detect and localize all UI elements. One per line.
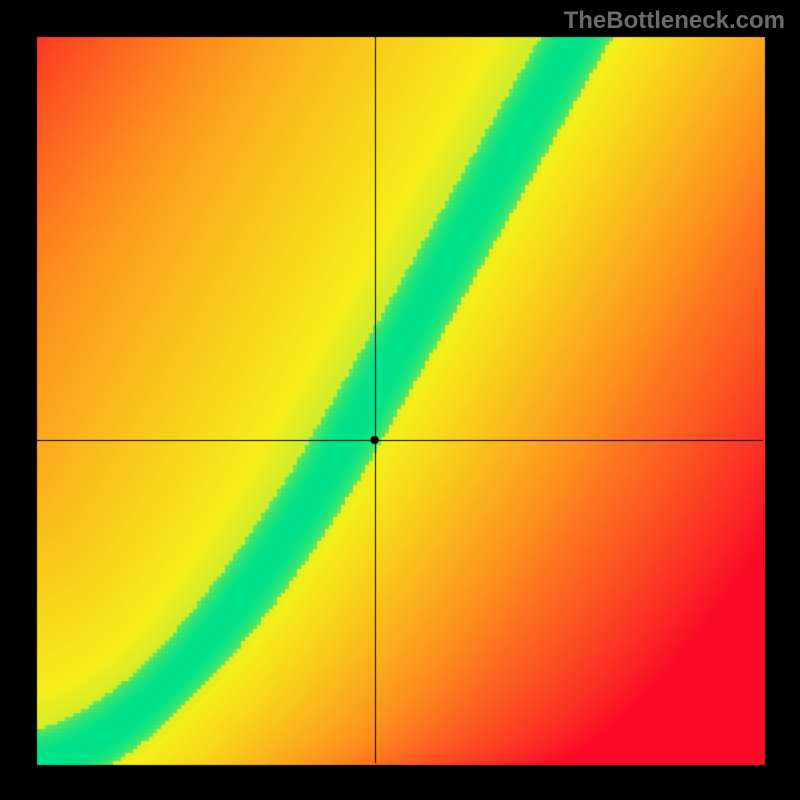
chart-container: TheBottleneck.com [0,0,800,800]
heatmap-canvas [0,0,800,800]
watermark-text: TheBottleneck.com [564,7,785,35]
